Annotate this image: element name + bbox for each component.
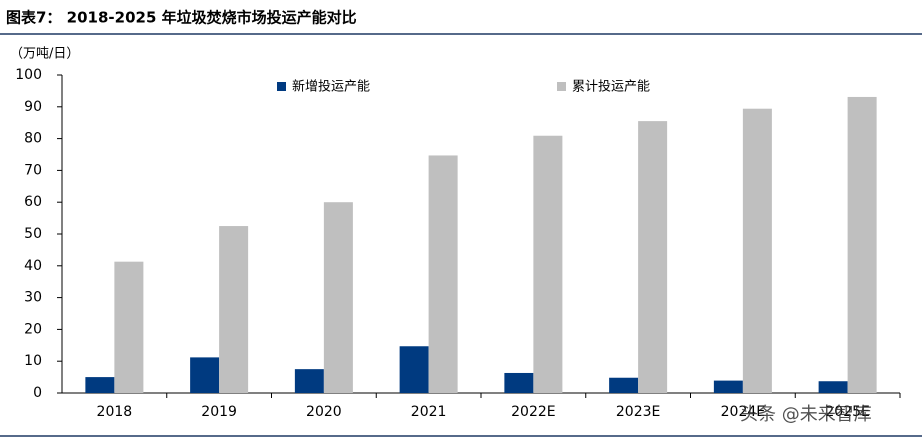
bar xyxy=(323,202,353,393)
bar xyxy=(190,357,220,393)
x-tick-label: 2020 xyxy=(306,404,342,420)
bar xyxy=(294,369,324,393)
x-tick-label: 2019 xyxy=(201,404,237,420)
x-tick-label: 2022E xyxy=(511,404,555,420)
y-tick-label: 40 xyxy=(24,258,42,274)
x-tick-label: 2021 xyxy=(411,404,447,420)
legend-label: 累计投运产能 xyxy=(572,79,650,95)
bar xyxy=(638,121,668,394)
x-tick-label: 2018 xyxy=(97,404,133,420)
legend-label: 新增投运产能 xyxy=(292,79,370,95)
bar xyxy=(399,346,429,393)
bar xyxy=(85,377,115,393)
legend-swatch xyxy=(277,82,286,91)
y-tick-label: 30 xyxy=(24,290,42,306)
y-tick-label: 10 xyxy=(24,353,42,369)
bar xyxy=(504,372,534,393)
y-tick-label: 0 xyxy=(33,385,42,401)
y-tick-label: 90 xyxy=(24,99,42,115)
y-tick-label: 80 xyxy=(24,131,42,147)
x-tick-label: 2025E xyxy=(825,404,869,420)
x-tick-label: 2023E xyxy=(616,404,660,420)
bar xyxy=(713,380,743,393)
bar xyxy=(847,96,877,393)
bar xyxy=(114,261,144,393)
bar xyxy=(428,155,458,393)
watermark: 头条 @未来智库 xyxy=(740,404,872,425)
y-tick-label: 20 xyxy=(24,321,42,337)
y-axis-label: （万吨/日） xyxy=(10,47,79,62)
y-tick-label: 50 xyxy=(24,226,42,242)
bar xyxy=(533,135,563,393)
bar xyxy=(609,377,639,393)
chart-title: 图表7： 2018-2025 年垃圾焚烧市场投运产能对比 xyxy=(6,9,357,27)
y-tick-label: 100 xyxy=(15,67,42,83)
x-tick-label: 2024E xyxy=(721,404,765,420)
bar xyxy=(818,381,848,393)
legend-swatch xyxy=(557,82,566,91)
y-tick-label: 60 xyxy=(24,194,42,210)
y-tick-label: 70 xyxy=(24,162,42,178)
bar xyxy=(742,108,772,393)
bar xyxy=(219,226,249,393)
